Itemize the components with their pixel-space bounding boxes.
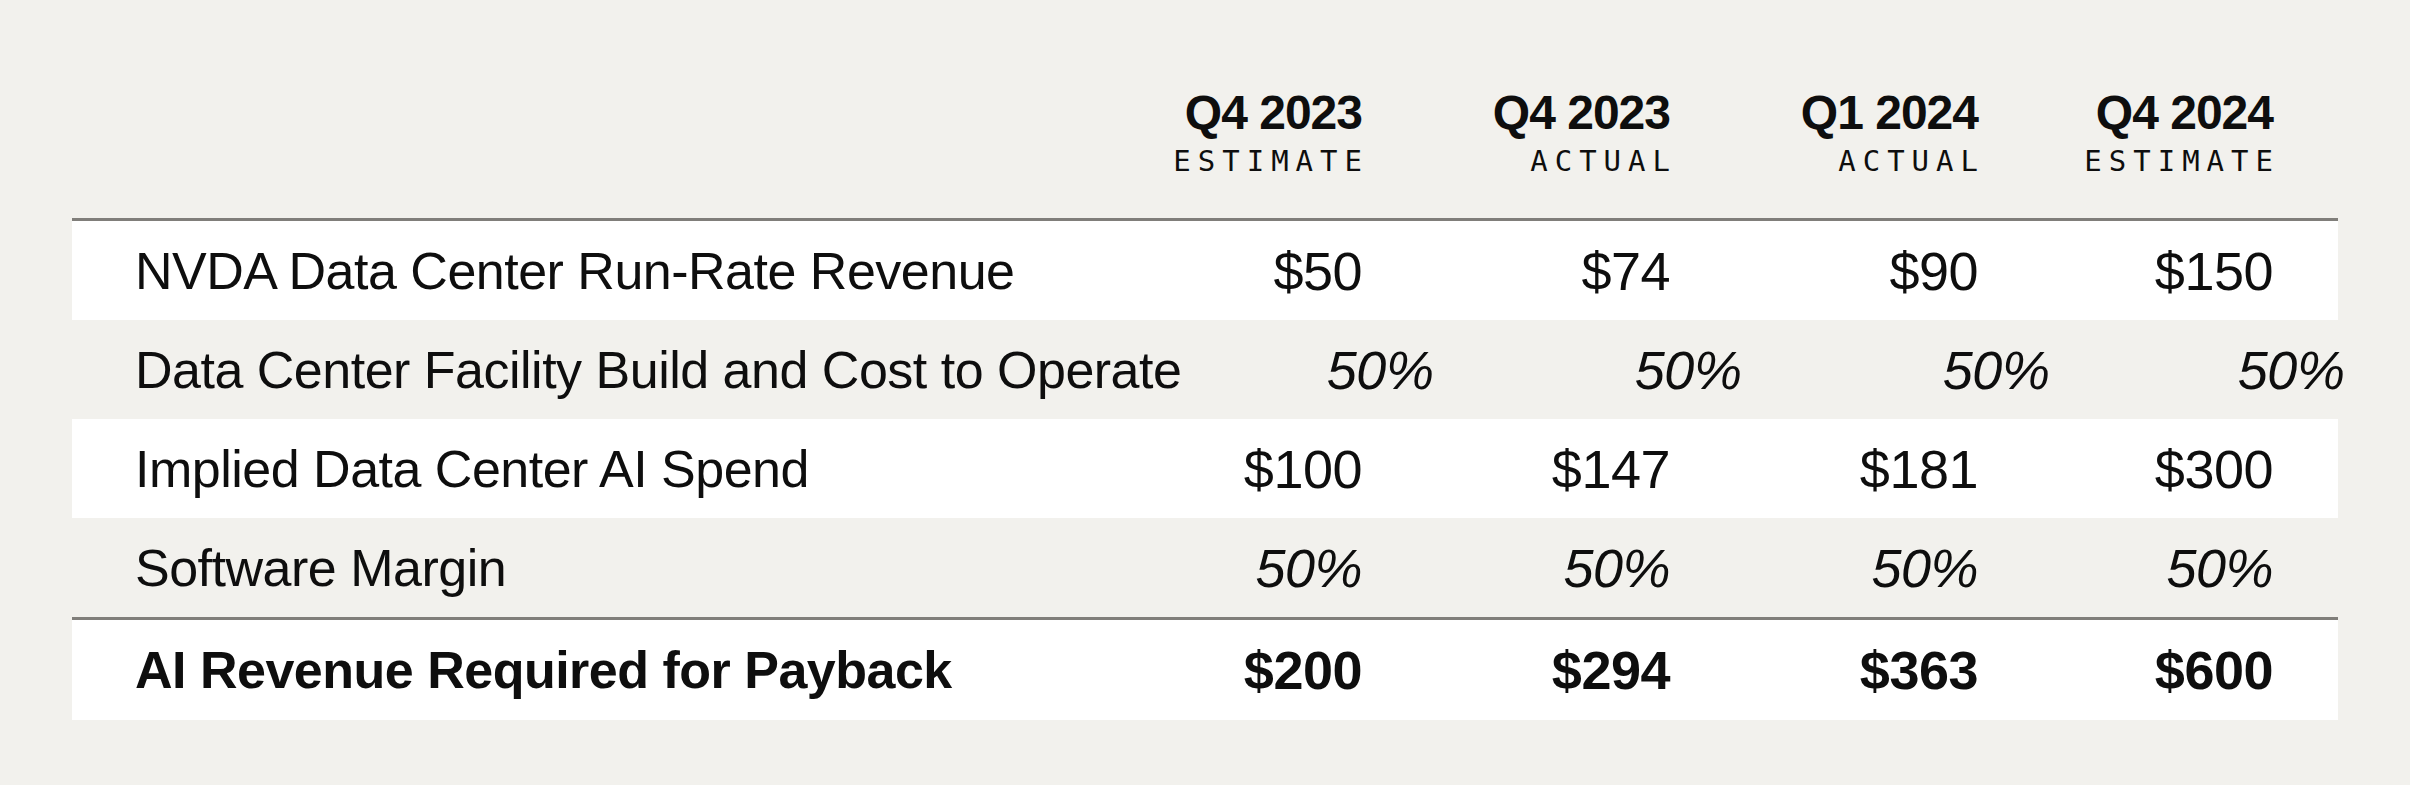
cell-value: $100 [1110,438,1362,500]
row-label: Data Center Facility Build and Cost to O… [72,340,1181,400]
cell-value: $200 [1110,639,1362,701]
cell-value: 50% [2049,339,2409,401]
qualifier-label: ACTUAL [1670,147,1985,176]
cell-value: $90 [1670,240,1978,302]
cell-value: $181 [1670,438,1978,500]
row-label: NVDA Data Center Run-Rate Revenue [72,241,1110,301]
cell-value: $294 [1362,639,1670,701]
table-row-nvda-run-rate-revenue: NVDA Data Center Run-Rate Revenue $50 $7… [72,221,2338,320]
cell-value: $300 [1978,438,2338,500]
period-label: Q4 2023 [1362,88,1670,138]
cell-value: 50% [1181,339,1433,401]
cell-value: $74 [1362,240,1670,302]
table-row-software-margin: Software Margin 50% 50% 50% 50% [72,518,2338,617]
cell-value: 50% [1362,537,1670,599]
row-label: Implied Data Center AI Spend [72,439,1110,499]
cell-value: 50% [1433,339,1741,401]
row-label: AI Revenue Required for Payback [72,640,1110,700]
cell-value: $600 [1978,639,2338,701]
cell-value: 50% [1741,339,2049,401]
row-label: Software Margin [72,538,1110,598]
cell-value: 50% [1110,537,1362,599]
column-header-q4-2024-estimate: Q4 2024 ESTIMATE [1978,88,2338,218]
cell-value: 50% [1978,537,2338,599]
header-row: Q4 2023 ESTIMATE Q4 2023 ACTUAL Q1 2024 … [72,0,2338,218]
column-header-q1-2024-actual: Q1 2024 ACTUAL [1670,88,1978,218]
qualifier-label: ESTIMATE [1978,147,2280,176]
cell-value: $363 [1670,639,1978,701]
period-label: Q4 2024 [1978,88,2273,138]
qualifier-label: ACTUAL [1362,147,1677,176]
table-row-ai-revenue-required: AI Revenue Required for Payback $200 $29… [72,620,2338,720]
cell-value: $50 [1110,240,1362,302]
cell-value: $150 [1978,240,2338,302]
column-header-q4-2023-actual: Q4 2023 ACTUAL [1362,88,1670,218]
data-table: Q4 2023 ESTIMATE Q4 2023 ACTUAL Q1 2024 … [72,0,2338,720]
qualifier-label: ESTIMATE [1110,147,1369,176]
table-row-implied-ai-spend: Implied Data Center AI Spend $100 $147 $… [72,419,2338,518]
cell-value: $147 [1362,438,1670,500]
header-spacer [72,176,1110,218]
period-label: Q1 2024 [1670,88,1978,138]
cell-value: 50% [1670,537,1978,599]
table-row-facility-build-cost: Data Center Facility Build and Cost to O… [72,320,2338,419]
column-header-q4-2023-estimate: Q4 2023 ESTIMATE [1110,88,1362,218]
period-label: Q4 2023 [1110,88,1362,138]
payback-table-graphic: Q4 2023 ESTIMATE Q4 2023 ACTUAL Q1 2024 … [0,0,2410,785]
